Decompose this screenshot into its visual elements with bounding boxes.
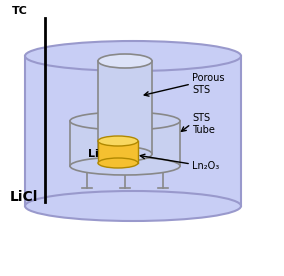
- Ellipse shape: [70, 112, 180, 130]
- Text: STS
Tube: STS Tube: [192, 113, 215, 135]
- Polygon shape: [98, 61, 152, 154]
- Ellipse shape: [25, 191, 241, 221]
- Text: Porous
STS: Porous STS: [192, 73, 224, 95]
- Ellipse shape: [98, 54, 152, 68]
- Polygon shape: [70, 121, 180, 166]
- Ellipse shape: [98, 147, 152, 161]
- Ellipse shape: [98, 158, 138, 168]
- Text: Li: Li: [88, 149, 99, 159]
- Ellipse shape: [70, 157, 180, 175]
- Text: LiCl: LiCl: [10, 190, 38, 204]
- Polygon shape: [25, 56, 241, 206]
- Polygon shape: [98, 141, 138, 163]
- Text: Ln₂O₃: Ln₂O₃: [192, 161, 219, 171]
- Ellipse shape: [98, 136, 138, 146]
- Text: TC: TC: [12, 6, 28, 16]
- Ellipse shape: [25, 41, 241, 71]
